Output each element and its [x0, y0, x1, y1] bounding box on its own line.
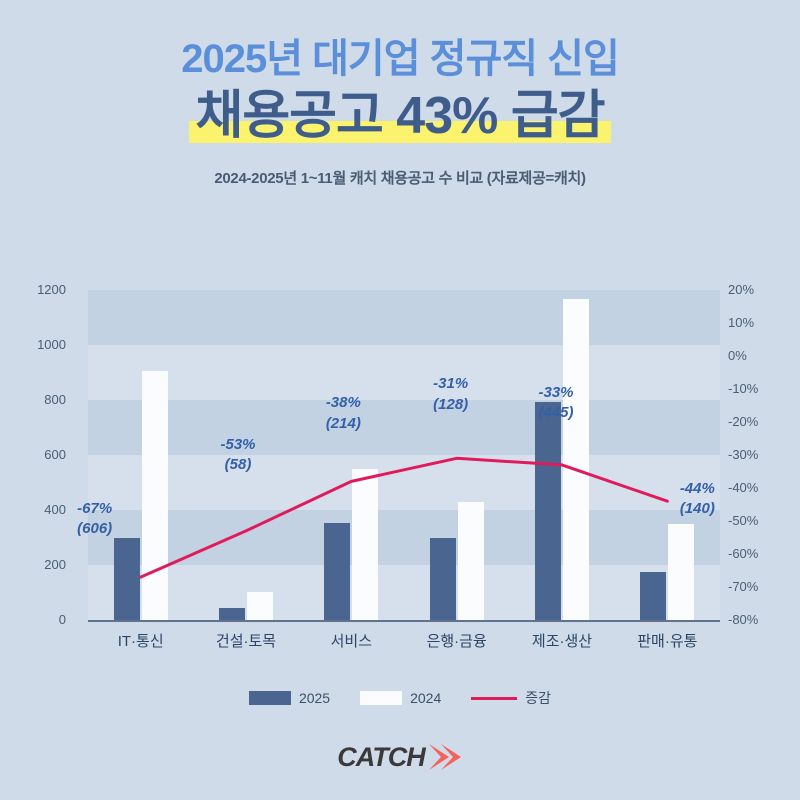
legend-label: 증감	[525, 690, 552, 706]
legend-bar-swatch	[360, 691, 403, 705]
legend-item: 증감	[471, 688, 551, 708]
y-axis-right-tick: -30%	[728, 447, 759, 462]
logo-arrow-icon	[428, 743, 461, 770]
data-label: -53% (58)	[206, 435, 270, 476]
bar-2024	[141, 371, 168, 620]
catch-logo: CATCH	[0, 742, 800, 773]
x-axis-category-label: 건설·토목	[215, 633, 277, 650]
header: 2025년 대기업 정규직 신입 채용공고 43% 급감 2024-2025년 …	[0, 0, 800, 188]
y-axis-left-tick: 600	[44, 447, 66, 462]
data-label-value: (58)	[224, 456, 252, 474]
data-label: -33% (445)	[524, 383, 588, 424]
y-axis-right-tick: -40%	[728, 480, 759, 495]
y-axis-right-tick: -60%	[728, 546, 759, 561]
y-axis-right-tick: 10%	[728, 315, 755, 330]
bar-2025	[640, 572, 667, 620]
page-subtitle: 2024-2025년 1~11월 캐치 채용공고 수 비교 (자료제공=캐치)	[214, 170, 586, 188]
trend-line	[139, 456, 669, 579]
data-label-value: (140)	[679, 500, 715, 518]
bar-2024	[247, 591, 273, 620]
y-axis-right-tick: -20%	[728, 414, 759, 429]
legend-item: 2025	[248, 690, 331, 706]
y-axis-left-tick: 1000	[37, 337, 66, 352]
y-axis-left-tick: 400	[44, 502, 66, 517]
title-highlight-band	[189, 121, 611, 144]
x-axis-category-label: IT·통신	[117, 633, 164, 650]
legend-label: 2024	[410, 690, 442, 706]
bar-2025	[219, 607, 245, 620]
data-label-percent: -44%	[679, 480, 715, 498]
chart-legend: 2025 2024 증감	[0, 688, 800, 708]
background-band	[88, 510, 720, 565]
legend-line-swatch	[471, 696, 518, 700]
trend-line-svg	[139, 456, 669, 579]
background-band	[88, 290, 720, 345]
background-band	[88, 400, 720, 455]
logo-text: CATCH	[337, 742, 425, 772]
data-label-percent: -67%	[77, 500, 113, 518]
y-axis-right-tick: -50%	[728, 513, 759, 528]
bar-2024	[668, 523, 695, 620]
data-label-percent: -38%	[325, 394, 361, 412]
bar-2025	[113, 537, 140, 620]
page-title-line2: 채용공고 43% 급감	[195, 87, 605, 145]
data-label-percent: -53%	[220, 435, 256, 453]
plot-area: -67% (606) -53% (58) -38% (214) -31% (128) -33% (…	[77, 290, 720, 620]
y-axis-right-tick: -80%	[728, 612, 759, 627]
data-label: -38% (214)	[311, 393, 375, 434]
x-axis-category-label: 제조·생산	[531, 633, 593, 650]
bar-2025	[535, 401, 561, 620]
page-title-line2-wrapper: 채용공고 43% 급감	[189, 87, 611, 145]
chart: -67% (606) -53% (58) -38% (214) -31% (128) -33% (…	[0, 268, 800, 688]
data-label: -31% (128)	[419, 374, 483, 415]
y-axis-left-tick: 1200	[37, 282, 66, 297]
data-label-value: (606)	[77, 520, 113, 538]
bar-2025	[429, 537, 456, 620]
y-axis-right-tick: 20%	[728, 282, 755, 297]
data-label: -67% (606)	[63, 499, 127, 540]
background-band	[88, 345, 720, 400]
data-label-value: (214)	[325, 414, 361, 432]
legend-label: 2025	[298, 690, 331, 706]
y-axis-left-tick: 200	[44, 557, 66, 572]
data-label-value: (445)	[538, 404, 574, 422]
y-axis-right-tick: 0%	[728, 348, 747, 363]
y-axis-right-tick: -10%	[728, 381, 759, 396]
x-axis-category-label: 서비스	[330, 633, 373, 650]
data-label-percent: -31%	[433, 375, 469, 393]
y-axis-right-tick: -70%	[728, 579, 759, 594]
page-title-line1: 2025년 대기업 정규직 신입	[181, 37, 620, 81]
data-label-percent: -33%	[538, 383, 574, 401]
x-axis-category-label: 판매·유통	[637, 633, 698, 650]
x-axis-category-label: 은행·금융	[426, 633, 487, 650]
bar-2025	[324, 522, 351, 620]
bar-2024	[563, 299, 589, 620]
background-band	[88, 565, 720, 620]
y-axis-left-tick: 0	[58, 612, 66, 627]
bar-2024	[352, 468, 379, 620]
legend-bar-swatch	[248, 691, 291, 705]
x-axis-baseline	[88, 620, 720, 622]
y-axis-left-tick: 800	[44, 392, 66, 407]
legend-item: 2024	[360, 690, 441, 706]
data-label-value: (128)	[433, 395, 469, 413]
data-label: -44% (140)	[665, 479, 729, 520]
bar-2024	[457, 502, 484, 620]
